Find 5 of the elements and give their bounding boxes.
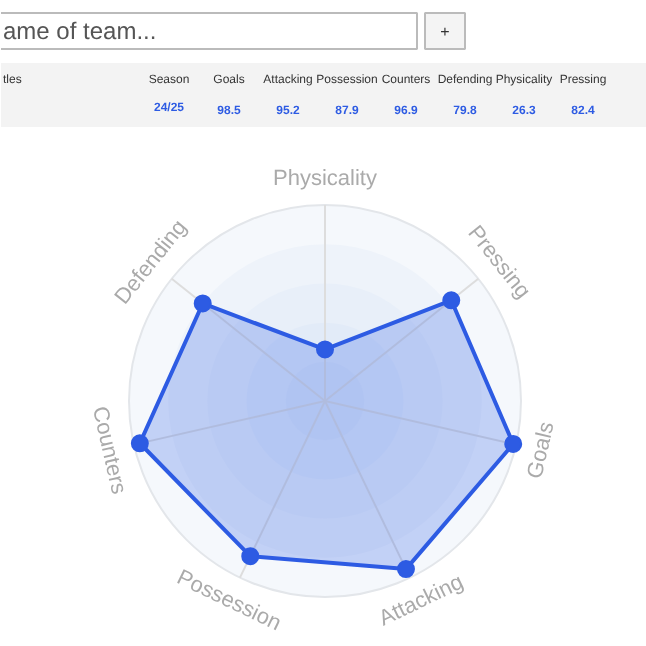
text: + — [440, 23, 451, 41]
spoke-label: Physicality — [273, 167, 378, 191]
text: ame of team... — [3, 17, 157, 45]
spoke-label: Goals — [523, 418, 560, 482]
spoke-label: Counters — [86, 404, 131, 498]
